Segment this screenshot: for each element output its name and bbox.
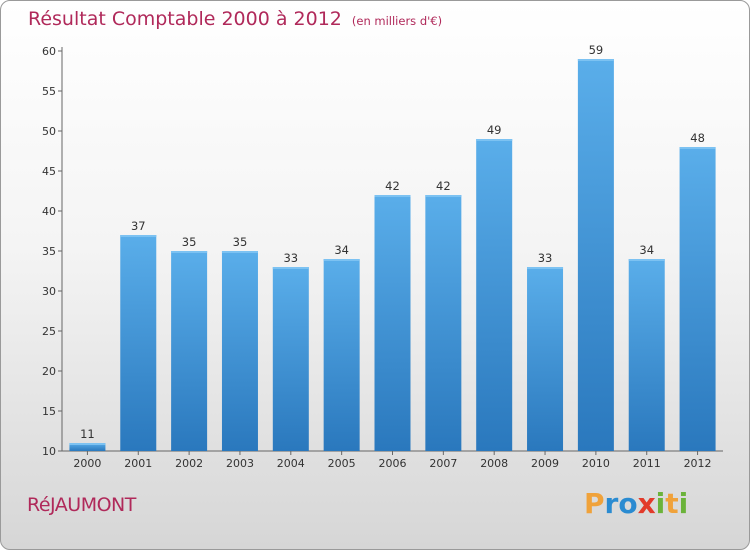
bar-top-2011 — [628, 259, 665, 261]
bar-top-2001 — [120, 235, 157, 237]
value-label-2008: 49 — [487, 123, 502, 137]
x-tick-label: 2011 — [633, 457, 661, 470]
x-tick-label: 2010 — [582, 457, 610, 470]
x-tick-label: 2000 — [73, 457, 101, 470]
x-tick-label: 2005 — [328, 457, 356, 470]
y-tick-label: 60 — [42, 45, 56, 58]
x-tick-label: 2001 — [124, 457, 152, 470]
bar-top-2012 — [679, 147, 716, 149]
bar-2003 — [221, 251, 258, 451]
bar-2011 — [628, 259, 665, 451]
bar-2012 — [679, 147, 716, 451]
bar-2010 — [577, 59, 614, 451]
bar-2000 — [69, 443, 106, 451]
y-tick-label: 50 — [42, 125, 56, 138]
bar-2006 — [374, 195, 411, 451]
bar-top-2000 — [69, 443, 106, 445]
value-label-2010: 59 — [589, 43, 604, 57]
bar-top-2004 — [272, 267, 309, 269]
value-label-2009: 33 — [538, 251, 553, 265]
value-label-2001: 37 — [131, 219, 146, 233]
x-tick-label: 2002 — [175, 457, 203, 470]
value-label-2003: 35 — [233, 235, 248, 249]
logo-letter: i — [678, 487, 689, 520]
bar-top-2002 — [171, 251, 208, 253]
bar-2008 — [476, 139, 513, 451]
bar-top-2003 — [221, 251, 258, 253]
x-tick-label: 2008 — [480, 457, 508, 470]
y-tick-label: 45 — [42, 165, 56, 178]
y-tick-label: 15 — [42, 405, 56, 418]
bar-top-2007 — [425, 195, 462, 197]
chart-unit: (en milliers d'€) — [351, 14, 443, 28]
value-label-2002: 35 — [182, 235, 197, 249]
value-label-2006: 42 — [385, 179, 400, 193]
value-label-2000: 11 — [80, 427, 95, 441]
labels: 2000 11 2001 37 2002 35 2003 35 2004 33 2005 34 2006… — [73, 43, 711, 470]
logo-letter: r — [604, 487, 619, 520]
logo-letter: t — [665, 487, 679, 520]
x-tick-label: 2009 — [531, 457, 559, 470]
bar-top-2006 — [374, 195, 411, 197]
value-label-2007: 42 — [436, 179, 451, 193]
bar-top-2005 — [323, 259, 360, 261]
bar-2007 — [425, 195, 462, 451]
x-tick-label: 2004 — [277, 457, 305, 470]
x-tick-label: 2006 — [379, 457, 407, 470]
y-tick-label: 30 — [42, 285, 56, 298]
bar-top-2010 — [577, 59, 614, 61]
logo-letter: x — [637, 487, 656, 520]
value-label-2004: 33 — [283, 251, 298, 265]
bar-top-2008 — [476, 139, 513, 141]
value-label-2012: 48 — [690, 131, 705, 145]
x-tick-label: 2007 — [429, 457, 457, 470]
y-tick-label: 10 — [42, 445, 56, 458]
proxiti-logo: Proxiti — [584, 487, 688, 520]
logo-letter: o — [618, 487, 638, 520]
logo-letter: P — [584, 487, 605, 520]
bars — [69, 59, 716, 451]
value-label-2011: 34 — [639, 243, 654, 257]
chart-title-text: Résultat Comptable 2000 à 2012 — [28, 8, 342, 30]
bar-top-2009 — [527, 267, 564, 269]
bar-2002 — [171, 251, 208, 451]
x-tick-label: 2012 — [684, 457, 712, 470]
x-tick-label: 2003 — [226, 457, 254, 470]
y-tick-label: 25 — [42, 325, 56, 338]
bar-2009 — [527, 267, 564, 451]
bar-2001 — [120, 235, 157, 451]
bar-2004 — [272, 267, 309, 451]
y-tick-label: 35 — [42, 245, 56, 258]
y-tick-label: 55 — [42, 85, 56, 98]
bar-2005 — [323, 259, 360, 451]
logo-letter: i — [655, 487, 666, 520]
value-label-2005: 34 — [334, 243, 349, 257]
y-tick-label: 20 — [42, 365, 56, 378]
commune-name: RéJAUMONT — [27, 494, 136, 516]
y-tick-label: 40 — [42, 205, 56, 218]
chart-title: Résultat Comptable 2000 à 2012 (en millie… — [28, 8, 442, 30]
